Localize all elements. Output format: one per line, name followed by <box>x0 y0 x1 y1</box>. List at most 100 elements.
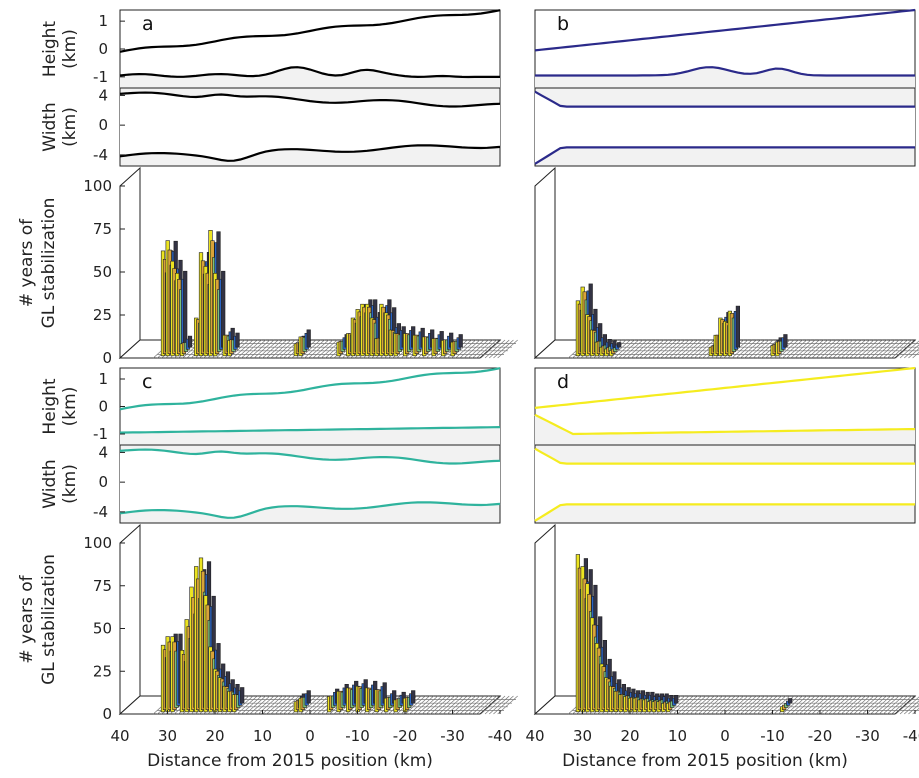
floor-grid-line <box>656 339 677 359</box>
floor-grid-line <box>820 339 841 359</box>
floor-grid-line <box>694 695 715 715</box>
floor-grid-line <box>237 695 258 715</box>
floor-grid-line <box>463 695 485 715</box>
bed-shade <box>120 67 500 88</box>
floor-grid-line <box>757 695 778 715</box>
floor-grid-line <box>866 695 887 715</box>
bed-line <box>119 426 501 434</box>
height-axis-label: Height <box>40 21 60 78</box>
floor-grid-line <box>740 339 761 359</box>
floor-grid-line <box>232 695 254 715</box>
floor-grid-line <box>463 339 485 359</box>
floor-grid-line <box>790 339 812 359</box>
floor-grid-line <box>304 339 325 359</box>
x-tick-label: -40 <box>488 727 513 745</box>
x-tick-label: 40 <box>525 727 544 745</box>
floor-grid-line <box>832 339 854 359</box>
floor-grid-line <box>274 339 296 359</box>
floor-grid-line <box>748 695 770 715</box>
height-tick-label: 1 <box>98 370 108 388</box>
width-top-line <box>119 91 501 108</box>
floor-grid-line <box>451 695 472 715</box>
channel-area <box>535 91 915 164</box>
floor-grid-line <box>799 339 820 359</box>
floor-grid-line <box>447 695 468 715</box>
surface-line <box>119 367 501 411</box>
bed-line <box>119 66 500 79</box>
floor-grid-line <box>459 339 481 359</box>
height-axis-unit: (km) <box>60 387 80 427</box>
bar-tick-label: 50 <box>93 620 112 638</box>
floor-grid-line <box>836 339 858 359</box>
bar-tick-label: 0 <box>102 349 112 367</box>
floor-grid-line <box>904 700 919 715</box>
width-bottom-line <box>534 503 915 522</box>
bar <box>788 698 793 704</box>
floor-grid-line <box>891 695 912 715</box>
floor-grid-line <box>262 339 283 359</box>
bar-tick-label: 0 <box>102 705 112 723</box>
floor-grid-line <box>668 339 690 359</box>
floor-grid-line <box>815 695 837 715</box>
floor-grid-line <box>883 695 904 715</box>
floor-grid-line <box>899 696 919 715</box>
floor-grid-line <box>828 695 849 715</box>
floor-grid-line <box>891 339 912 359</box>
floor-grid-line <box>258 339 279 359</box>
floor-grid-line <box>853 339 875 359</box>
floor-grid-line <box>681 695 702 715</box>
floor-grid-line <box>723 695 744 715</box>
floor-grid-line <box>300 339 321 359</box>
floor-grid-line <box>820 695 841 715</box>
floor-grid-line <box>794 695 816 715</box>
floor-grid-line <box>857 339 879 359</box>
floor-grid-line <box>782 695 803 715</box>
floor-grid-line <box>862 339 883 359</box>
floor-grid-line <box>744 695 765 715</box>
floor-grid-line <box>845 339 866 359</box>
floor-grid-line <box>249 339 271 359</box>
floor-grid-line <box>279 695 300 715</box>
width-axis-label: Width <box>40 459 60 508</box>
floor-grid-line <box>799 695 820 715</box>
bar <box>306 329 311 348</box>
floor-grid-line <box>614 339 635 359</box>
floor-grid-line <box>232 339 254 359</box>
x-tick-label: 40 <box>110 727 129 745</box>
floor-grid-line <box>895 339 917 359</box>
floor-grid-line <box>266 695 287 715</box>
floor-grid-line <box>497 339 518 359</box>
surface-line <box>119 9 501 53</box>
floor-grid-line <box>744 339 765 359</box>
floor-grid-line <box>245 695 266 715</box>
floor-grid-line <box>304 695 325 715</box>
bed-shade <box>535 67 915 88</box>
floor-grid-line <box>266 339 287 359</box>
floor-grid-line <box>740 695 761 715</box>
floor-grid-line <box>883 339 904 359</box>
floor-grid-line <box>824 339 845 359</box>
floor-grid-line <box>468 695 489 715</box>
floor-grid-line <box>681 339 702 359</box>
bed-line <box>534 413 915 436</box>
floor-grid-line <box>664 339 686 359</box>
height-tick-label: 0 <box>98 40 108 58</box>
floor-grid-line <box>241 339 262 359</box>
bar-side-wall <box>119 523 141 716</box>
floor-grid-line <box>769 695 791 715</box>
width-tick-label: 0 <box>98 473 108 491</box>
bed-line <box>535 66 915 77</box>
bed-shade <box>535 414 915 445</box>
floor-grid-line <box>493 339 514 359</box>
floor-grid-line <box>647 339 669 359</box>
width-axis-unit: (km) <box>60 464 80 504</box>
floor-grid-line <box>438 695 460 715</box>
bar <box>235 332 240 348</box>
floor-grid-line <box>836 695 858 715</box>
floor-grid-line <box>794 339 816 359</box>
x-tick-label: 0 <box>720 727 730 745</box>
floor-grid-line <box>786 339 807 359</box>
floor-grid-line <box>455 695 476 715</box>
